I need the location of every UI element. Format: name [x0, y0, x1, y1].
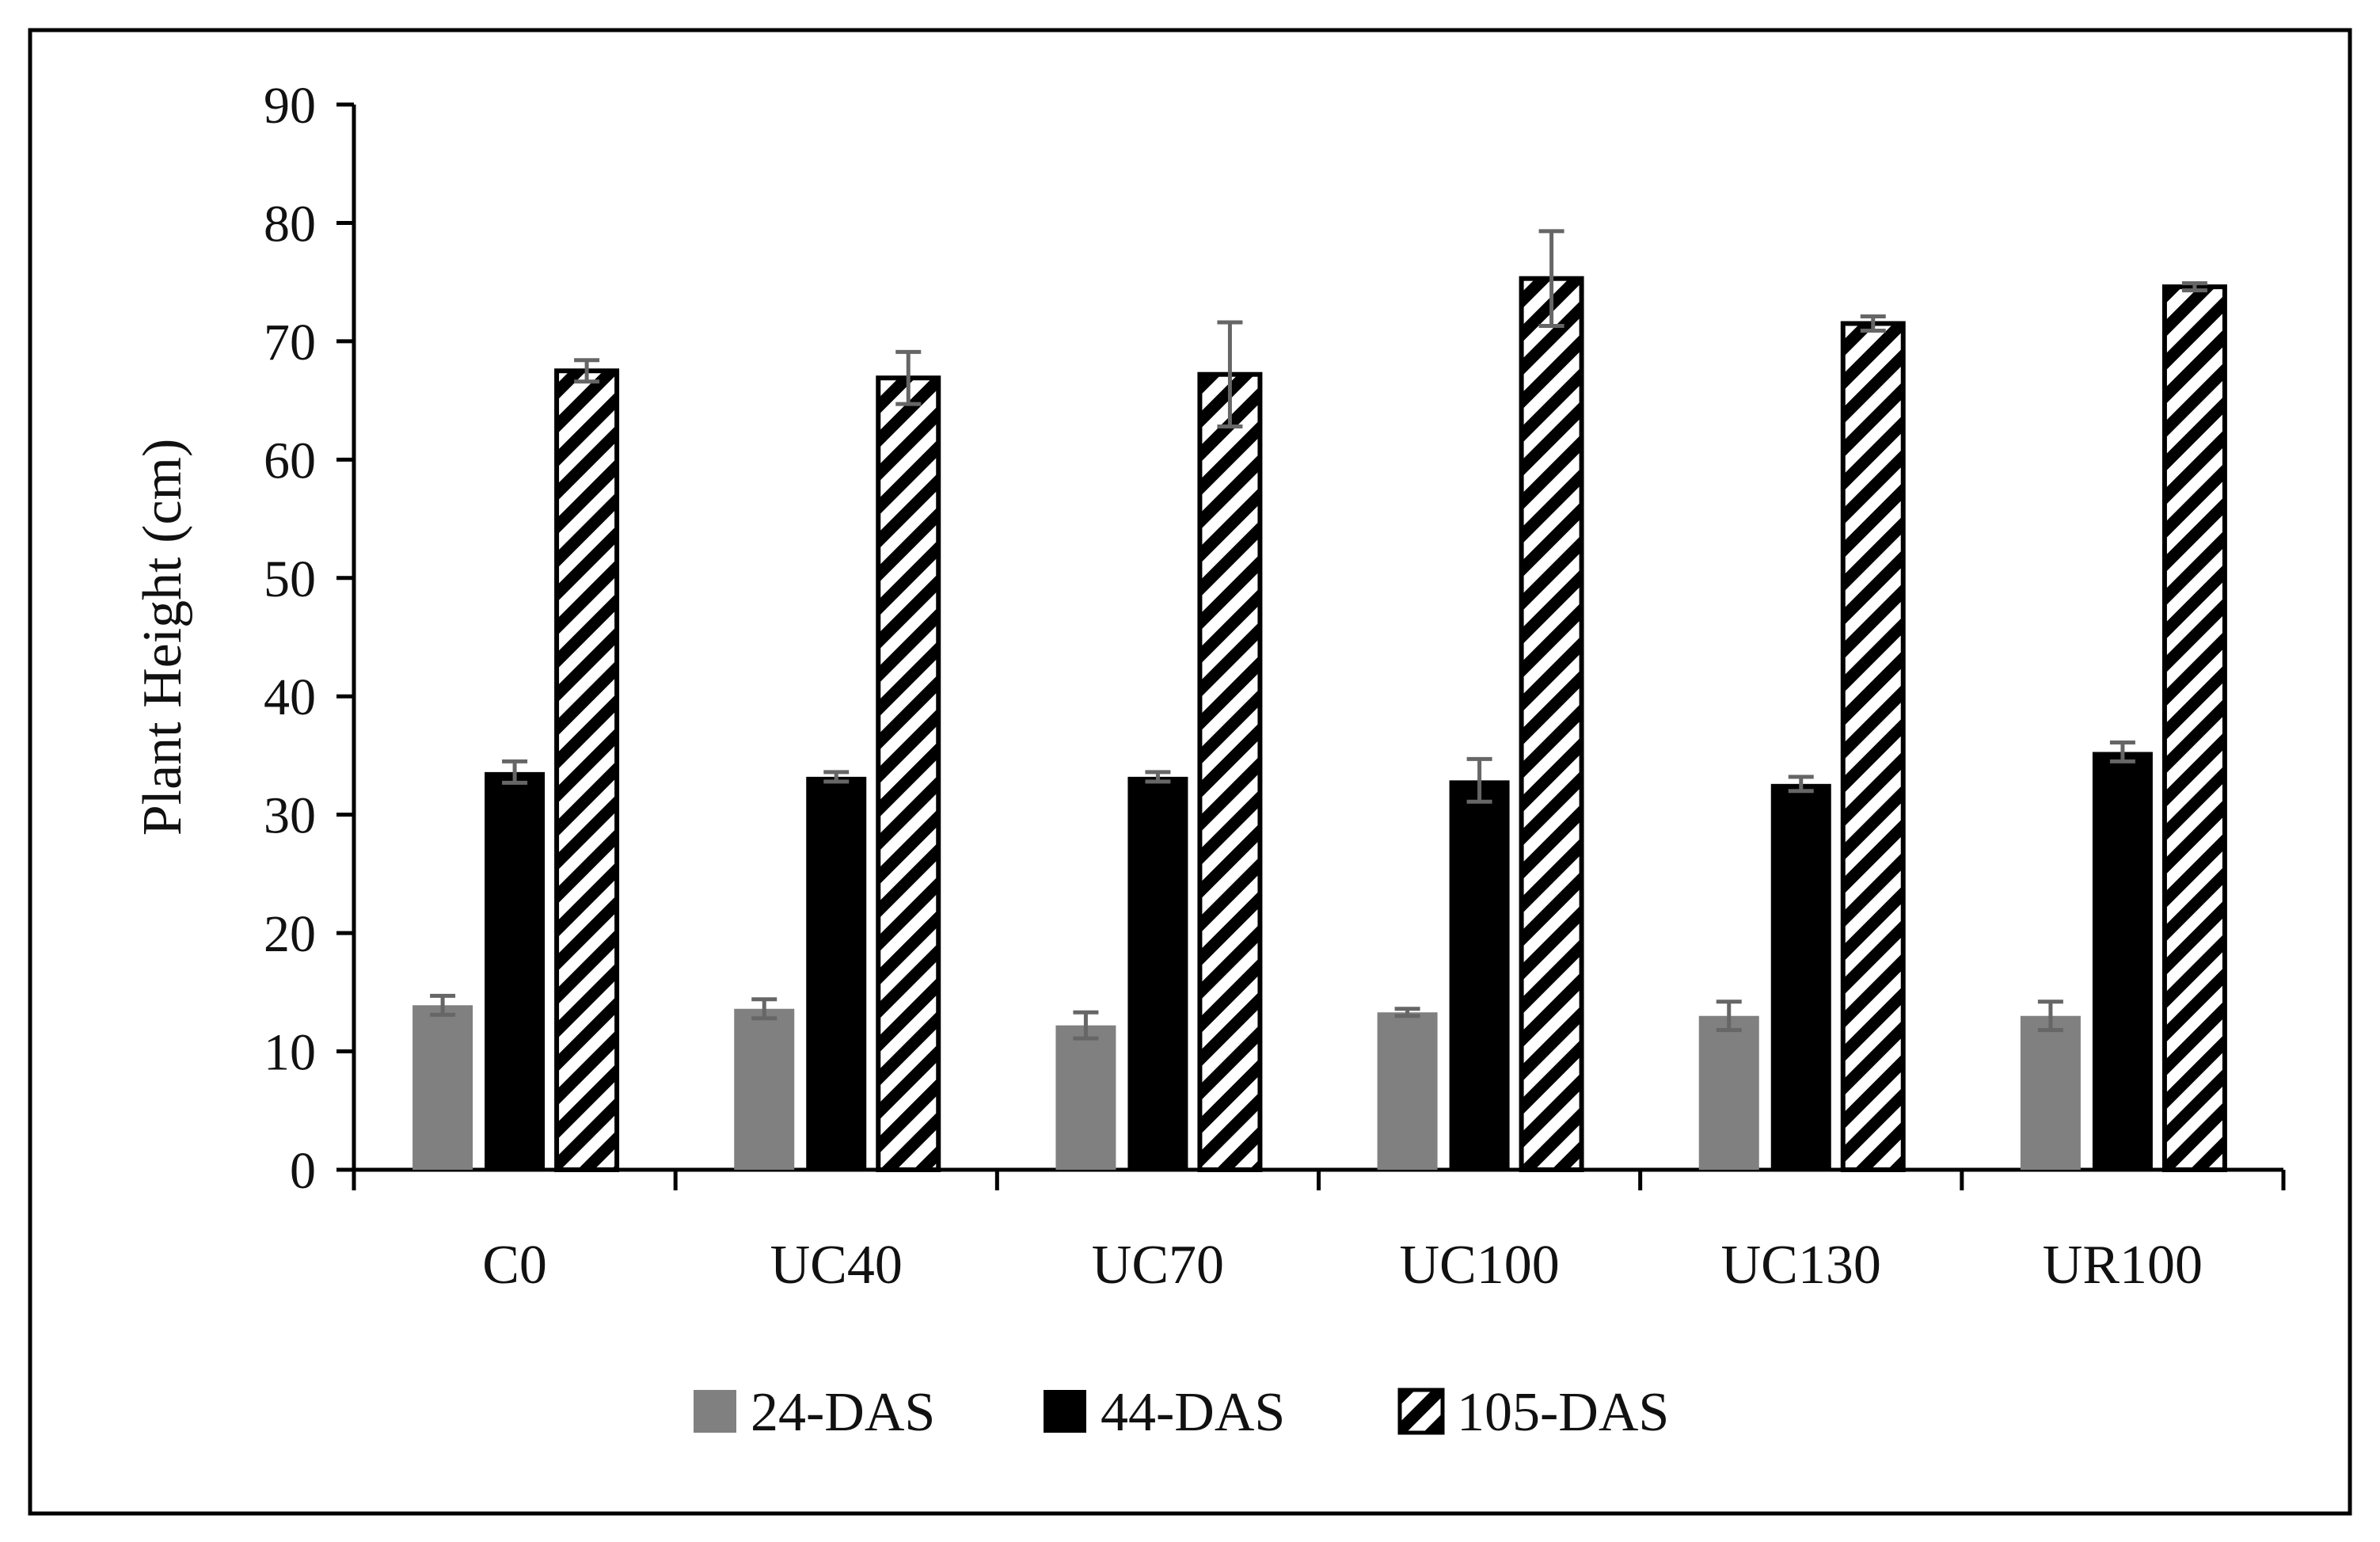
bar-24-DAS-UC130	[1698, 1015, 1759, 1170]
category-label: UC100	[1399, 1235, 1559, 1296]
category-label: UC70	[1092, 1235, 1224, 1296]
bar-24-DAS-UC100	[1377, 1012, 1438, 1170]
bar-24-DAS-UC40	[734, 1008, 795, 1170]
bar-105-DAS-UC100	[1519, 276, 1584, 1172]
bar-44-DAS-UR100	[2092, 752, 2153, 1170]
legend-swatch-105-DAS	[1397, 1388, 1445, 1435]
bar-105-DAS-UC70	[1197, 371, 1263, 1172]
y-tick-label: 60	[264, 432, 316, 489]
bar-44-DAS-UC40	[806, 776, 867, 1170]
bar-44-DAS-C0	[485, 771, 546, 1170]
legend-label: 44-DAS	[1101, 1382, 1285, 1443]
category-label: C0	[482, 1235, 547, 1296]
bar-24-DAS-C0	[413, 1005, 473, 1170]
category-label: UC40	[770, 1235, 903, 1296]
y-tick-label: 10	[264, 1024, 316, 1082]
y-tick-label: 50	[264, 550, 316, 608]
bar-44-DAS-UC100	[1449, 780, 1510, 1170]
bar-24-DAS-UR100	[2020, 1015, 2081, 1170]
y-tick-label: 70	[264, 314, 316, 371]
bar-105-DAS-UR100	[2161, 284, 2227, 1173]
legend-swatch-44-DAS	[1044, 1390, 1086, 1433]
bar-105-DAS-UC40	[876, 375, 941, 1172]
legend-label: 24-DAS	[751, 1382, 935, 1443]
y-tick-label: 80	[264, 195, 316, 253]
y-tick-label: 40	[264, 668, 316, 726]
category-label: UR100	[2043, 1235, 2203, 1296]
y-axis-title: Plant Height (cm)	[132, 439, 193, 836]
y-tick-label: 30	[264, 787, 316, 845]
legend-label: 105-DAS	[1457, 1382, 1669, 1443]
category-label: UC130	[1721, 1235, 1881, 1296]
bar-44-DAS-UC70	[1127, 776, 1188, 1170]
bar-105-DAS-UC130	[1840, 321, 1906, 1173]
y-tick-label: 20	[264, 905, 316, 963]
bar-24-DAS-UC70	[1055, 1025, 1116, 1170]
legend-swatch-24-DAS	[694, 1390, 736, 1433]
chart-border	[28, 28, 2352, 1516]
y-tick-label: 0	[290, 1142, 316, 1200]
bar-105-DAS-C0	[554, 368, 620, 1172]
y-tick-label: 90	[264, 77, 316, 135]
bar-44-DAS-UC130	[1770, 783, 1831, 1170]
